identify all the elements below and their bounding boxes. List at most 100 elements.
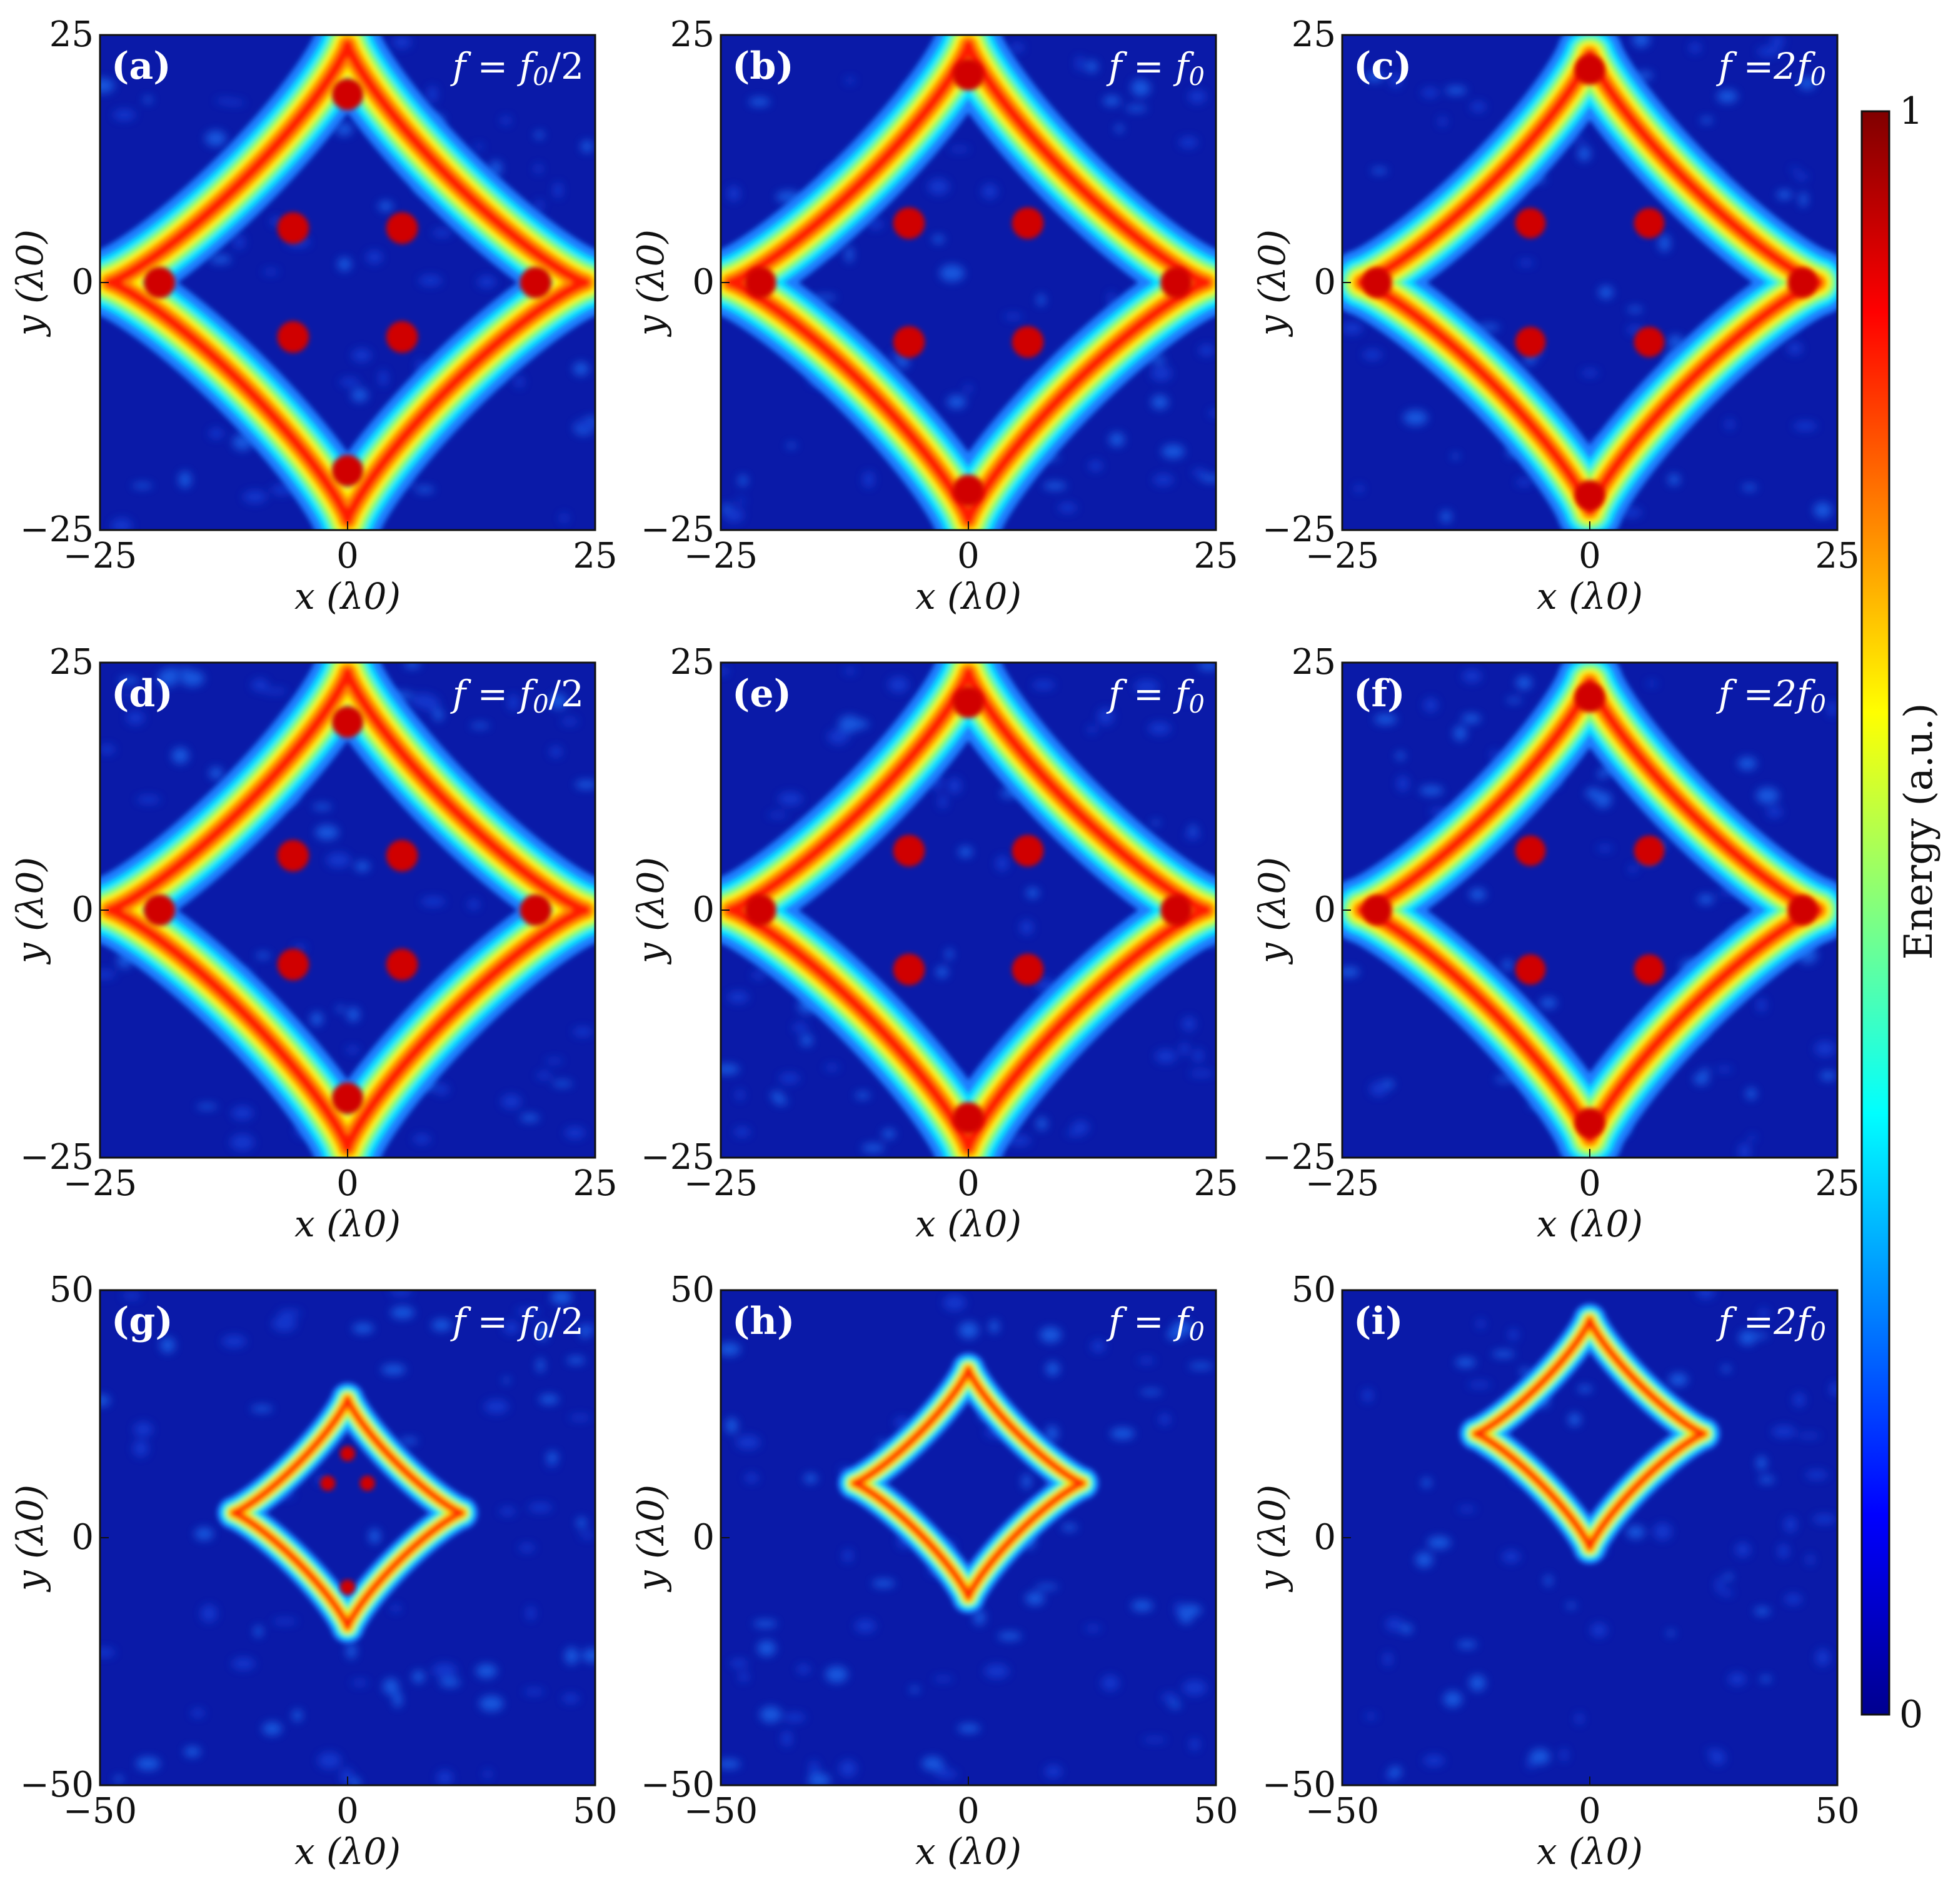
x-tick-label: 0 xyxy=(336,1791,359,1831)
hot-spot xyxy=(1362,267,1392,298)
hot-spot xyxy=(1515,326,1546,358)
heatmap-background xyxy=(721,35,1216,530)
speckle xyxy=(575,420,595,430)
speckle xyxy=(1109,432,1125,447)
speckle xyxy=(1462,669,1482,683)
speckle xyxy=(1153,474,1174,486)
speckle xyxy=(552,1080,573,1087)
speckle xyxy=(1045,1765,1062,1778)
speckle xyxy=(393,1691,403,1708)
speckle xyxy=(1815,1649,1830,1666)
speckle xyxy=(550,693,568,709)
speckle xyxy=(1565,1603,1577,1609)
speckle xyxy=(351,1777,361,1785)
y-tick-label: 0 xyxy=(71,889,94,930)
speckle xyxy=(231,1106,254,1120)
speckle xyxy=(1438,116,1447,127)
speckle xyxy=(1072,1120,1090,1135)
speckle xyxy=(738,474,748,486)
speckle xyxy=(1766,806,1783,818)
x-axis-label: x (λ0) xyxy=(1537,1830,1643,1873)
speckle xyxy=(881,1129,896,1139)
speckle xyxy=(1516,478,1533,486)
energy-star xyxy=(217,1382,478,1644)
hot-spot xyxy=(1787,894,1818,926)
speckle xyxy=(1469,1675,1486,1691)
hot-spot xyxy=(1634,954,1665,985)
speckle xyxy=(1397,775,1409,792)
speckle xyxy=(477,276,496,288)
speckle xyxy=(958,846,973,858)
x-tick-label: −50 xyxy=(684,1791,758,1831)
frequency-label: f = f0/2 xyxy=(450,1300,584,1346)
speckle xyxy=(736,498,746,504)
speckle xyxy=(1148,722,1171,735)
speckle xyxy=(565,1126,585,1139)
speckle xyxy=(861,1143,885,1153)
speckle xyxy=(326,853,351,868)
speckle xyxy=(354,861,370,872)
speckle xyxy=(760,1706,782,1723)
speckle xyxy=(896,354,910,369)
speckle xyxy=(843,1549,853,1563)
y-tick-label: 50 xyxy=(1292,1270,1336,1310)
speckle xyxy=(514,375,525,388)
speckle xyxy=(1043,481,1067,490)
speckle xyxy=(536,1358,545,1373)
speckle xyxy=(1132,79,1150,97)
speckle xyxy=(1689,42,1701,54)
speckle xyxy=(1737,756,1757,770)
speckle xyxy=(550,746,562,758)
x-tick-label: 25 xyxy=(1815,1163,1859,1204)
speckle xyxy=(1085,60,1098,73)
y-axis-label: y (λ0) xyxy=(9,857,51,965)
x-tick-label: 0 xyxy=(336,536,359,576)
hot-spot xyxy=(339,1580,356,1595)
speckle xyxy=(1724,1573,1734,1581)
speckle xyxy=(855,1091,871,1100)
speckle xyxy=(254,1625,263,1638)
speckle xyxy=(553,182,563,199)
speckle xyxy=(1697,894,1714,904)
x-tick-label: 0 xyxy=(336,1163,359,1204)
speckle xyxy=(1793,1392,1805,1408)
hot-spot xyxy=(359,1475,375,1491)
speckle xyxy=(1793,421,1817,431)
x-tick-label: 0 xyxy=(1579,1163,1601,1204)
hot-spot xyxy=(745,894,776,926)
speckle xyxy=(938,794,947,809)
speckle xyxy=(1342,966,1360,978)
speckle xyxy=(1668,473,1680,486)
speckle xyxy=(231,1657,256,1670)
speckle xyxy=(1362,1388,1373,1403)
speckle xyxy=(1590,1623,1607,1638)
hot-spot xyxy=(893,834,925,867)
energy-star xyxy=(721,663,1216,1158)
speckle xyxy=(839,1760,857,1777)
speckle xyxy=(921,1756,943,1771)
speckle xyxy=(576,1517,586,1529)
y-axis-label: y (λ0) xyxy=(630,857,672,965)
hot-spot xyxy=(520,894,552,926)
speckle xyxy=(136,1756,161,1771)
speckle xyxy=(948,146,970,152)
speckle xyxy=(201,1605,218,1623)
hot-spot xyxy=(952,59,985,91)
speckle xyxy=(336,1005,344,1013)
speckle xyxy=(180,670,204,687)
frequency-label: f = f0 xyxy=(1106,45,1205,91)
speckle xyxy=(523,1688,545,1695)
speckle xyxy=(1390,73,1402,88)
hot-spot xyxy=(1012,834,1044,867)
speckle xyxy=(1192,468,1207,477)
speckle xyxy=(484,1770,492,1779)
speckle xyxy=(1700,117,1713,124)
hot-spot xyxy=(745,266,776,299)
speckle xyxy=(1799,191,1808,208)
speckle xyxy=(121,1292,142,1300)
heatmap-background xyxy=(100,35,595,530)
frequency-label: f = f0 xyxy=(1106,1300,1205,1346)
x-axis-label: x (λ0) xyxy=(294,1203,401,1245)
speckle xyxy=(432,1663,457,1678)
